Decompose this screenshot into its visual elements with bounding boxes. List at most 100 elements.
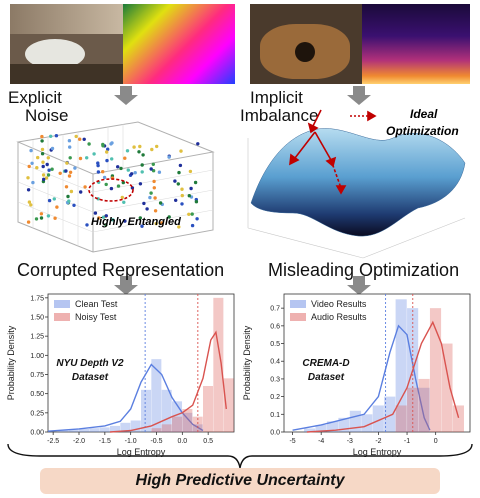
scatter-point bbox=[29, 203, 33, 207]
scatter-point bbox=[194, 200, 199, 204]
hist-bar bbox=[130, 420, 141, 432]
hist-bar bbox=[89, 428, 100, 432]
right-label-bottom: Imbalance bbox=[240, 106, 319, 125]
x-tick-label: -1.5 bbox=[99, 438, 111, 445]
scatter-point bbox=[40, 134, 44, 139]
scatter-point bbox=[119, 166, 123, 171]
right-label-top: Implicit bbox=[250, 88, 303, 107]
scatter-point bbox=[47, 198, 52, 203]
scatter-point bbox=[152, 179, 156, 184]
right-annotation-line1: Ideal bbox=[410, 107, 438, 121]
scatter-point bbox=[151, 162, 155, 166]
hist-bar bbox=[315, 424, 327, 432]
scatter-point bbox=[116, 165, 120, 169]
scatter-point bbox=[130, 172, 134, 176]
y-axis-label: Probability Density bbox=[6, 325, 16, 400]
scatter-point bbox=[137, 150, 141, 154]
scatter-point bbox=[140, 170, 144, 174]
scatter-point bbox=[35, 166, 39, 170]
scatter-point bbox=[64, 185, 69, 189]
legend-swatch bbox=[54, 313, 70, 321]
scatter-point bbox=[173, 179, 177, 183]
dataset-label-line2: Dataset bbox=[308, 372, 345, 383]
scatter-point bbox=[178, 163, 183, 168]
scatter-point bbox=[83, 185, 87, 189]
hist-bar bbox=[223, 378, 234, 432]
scatter-point bbox=[85, 223, 89, 227]
y-tick-label: 0.4 bbox=[270, 359, 280, 366]
scatter-point bbox=[41, 164, 45, 169]
scatter-point bbox=[72, 203, 76, 207]
scatter-point bbox=[152, 186, 156, 190]
legend-swatch bbox=[54, 300, 70, 308]
dataset-label-line1: CREMA-D bbox=[302, 358, 349, 369]
down-arrow-icon bbox=[114, 276, 138, 295]
scatter-point bbox=[179, 149, 183, 153]
scatter-point bbox=[78, 137, 82, 141]
scatter-point bbox=[101, 215, 106, 219]
scatter-point bbox=[101, 170, 105, 174]
plot-frame bbox=[283, 293, 471, 433]
scatter-point bbox=[68, 156, 72, 160]
scatter-point bbox=[47, 168, 51, 172]
down-arrow-icon bbox=[347, 276, 371, 295]
scatter-point bbox=[39, 212, 44, 216]
scatter-point bbox=[26, 176, 30, 180]
dataset-label-line2: Dataset bbox=[72, 372, 109, 383]
scatter-point bbox=[68, 170, 73, 174]
plot-frame bbox=[47, 293, 235, 433]
entropy-chart-nyu: -2.5 -2.0 -1.5 -1.0 -0.5 0.0 0.5 0.00 0.25 0.50 0.… bbox=[6, 293, 235, 457]
left-label-top: Explicit bbox=[8, 88, 62, 107]
scatter-point bbox=[155, 144, 159, 149]
y-axis-label: Probability Density bbox=[242, 325, 252, 400]
scatter-point bbox=[111, 218, 115, 222]
top-right-spectrogram bbox=[362, 4, 470, 84]
scatter-point bbox=[64, 169, 68, 173]
scatter-point bbox=[40, 147, 45, 152]
x-tick-label: 0.5 bbox=[203, 438, 213, 445]
hist-bar bbox=[182, 412, 193, 432]
scatter-point bbox=[68, 145, 72, 149]
scatter-point bbox=[177, 225, 181, 229]
hist-bar bbox=[110, 425, 121, 432]
kde-line bbox=[292, 324, 431, 431]
scatter-point bbox=[97, 216, 101, 220]
scatter-point bbox=[101, 142, 105, 147]
scatter-point bbox=[96, 170, 101, 174]
x-tick-label: -1.0 bbox=[125, 438, 137, 445]
scatter-point bbox=[187, 212, 191, 216]
hist-bar bbox=[326, 421, 339, 432]
scatter-point bbox=[92, 152, 96, 156]
scatter-point bbox=[87, 142, 91, 146]
scatter-point bbox=[151, 169, 156, 173]
scatter-point bbox=[105, 150, 109, 154]
down-arrow-icon bbox=[347, 86, 371, 105]
hist-bar bbox=[338, 417, 350, 432]
scatter-point bbox=[187, 194, 191, 198]
y-tick-label: 0.00 bbox=[30, 430, 44, 437]
x-tick-label: -2.5 bbox=[47, 438, 59, 445]
hist-bar bbox=[161, 389, 172, 432]
scatter-point bbox=[44, 176, 49, 180]
scatter-point bbox=[40, 152, 45, 156]
y-tick-label: 1.25 bbox=[30, 334, 44, 341]
scatter-point bbox=[154, 221, 158, 226]
entangled-ellipse bbox=[88, 178, 134, 202]
x-tick-label: -1 bbox=[404, 438, 410, 445]
hist-bar bbox=[120, 422, 131, 432]
legend: Video Results Audio Results bbox=[290, 299, 367, 322]
scatter-point bbox=[110, 157, 114, 161]
hist-bar bbox=[141, 389, 152, 432]
scatter-point bbox=[39, 216, 44, 220]
x-tick-label: -2.0 bbox=[73, 438, 85, 445]
scatter-point bbox=[46, 156, 50, 160]
y-tick-label: 0.0 bbox=[270, 430, 280, 437]
legend-label: Audio Results bbox=[311, 312, 367, 322]
scatter-point bbox=[34, 217, 39, 221]
scatter-point bbox=[67, 199, 71, 203]
hist-bar bbox=[429, 308, 442, 432]
scatter-point bbox=[122, 200, 126, 204]
top-left-depth-image bbox=[123, 4, 235, 84]
y-tick-label: 1.00 bbox=[30, 353, 44, 360]
scatter-point bbox=[74, 134, 78, 139]
